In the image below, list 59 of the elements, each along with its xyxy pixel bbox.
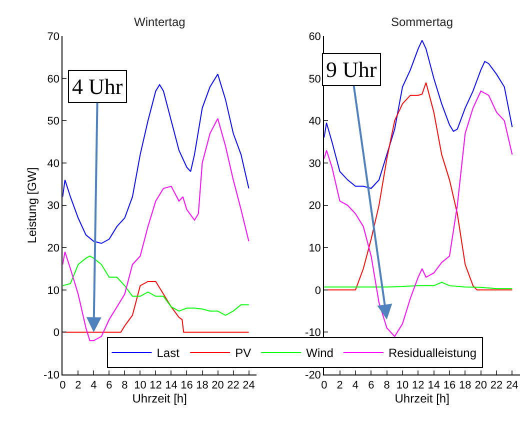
x-tick-label: 4 bbox=[352, 380, 359, 392]
chart-title: Sommertag bbox=[391, 15, 454, 29]
line-series bbox=[324, 282, 513, 290]
x-tick-label: 22 bbox=[490, 380, 503, 392]
x-axis-title: Uhrzeit [h] bbox=[132, 392, 187, 406]
y-tick-label: 70 bbox=[47, 30, 60, 43]
x-tick-label: 10 bbox=[396, 380, 409, 392]
x-tick-label: 12 bbox=[150, 380, 162, 392]
y-tick-label: 40 bbox=[308, 116, 321, 128]
x-tick-label: 16 bbox=[180, 380, 193, 392]
x-tick-label: 18 bbox=[196, 380, 208, 392]
y-tick-label: 60 bbox=[308, 30, 321, 43]
x-tick-label: 24 bbox=[506, 380, 518, 392]
chart-title: Wintertag bbox=[134, 15, 186, 29]
y-tick-label: 30 bbox=[308, 158, 321, 170]
x-tick-label: 22 bbox=[227, 380, 240, 392]
annotation: 4 Uhr bbox=[72, 74, 124, 99]
x-tick-label: 10 bbox=[134, 380, 146, 392]
line-series bbox=[62, 118, 250, 342]
y-tick-label: 0 bbox=[314, 284, 321, 297]
x-tick-label: 8 bbox=[384, 380, 390, 392]
x-tick-label: 18 bbox=[459, 380, 472, 392]
y-tick-label: 50 bbox=[308, 73, 321, 86]
y-tick-label: 0 bbox=[53, 327, 60, 340]
y-tick-label: 10 bbox=[47, 284, 60, 297]
legend-label: PV bbox=[235, 346, 252, 360]
line-series bbox=[62, 256, 250, 316]
x-tick-label: 2 bbox=[75, 380, 82, 392]
x-tick-label: 16 bbox=[443, 380, 456, 392]
y-tick-label: 60 bbox=[47, 73, 60, 86]
y-axis-title: Leistung [GW] bbox=[24, 167, 39, 244]
x-tick-label: 8 bbox=[122, 380, 128, 392]
x-tick-label: 20 bbox=[474, 380, 487, 392]
x-axis-title: Uhrzeit [h] bbox=[394, 392, 450, 406]
line-series bbox=[324, 90, 513, 337]
x-tick-label: 20 bbox=[212, 380, 224, 392]
legend-label: Residualleistung bbox=[388, 346, 477, 360]
y-tick-label: 10 bbox=[308, 242, 321, 254]
y-tick-label: 20 bbox=[47, 242, 60, 254]
y-tick-label: 20 bbox=[308, 200, 321, 212]
x-tick-label: 12 bbox=[412, 380, 424, 392]
y-tick-label: 40 bbox=[47, 158, 60, 170]
y-tick-label: 30 bbox=[47, 200, 60, 212]
x-tick-label: 6 bbox=[106, 380, 112, 392]
y-tick-label: -10 bbox=[305, 327, 321, 340]
legend-label: Last bbox=[156, 346, 180, 360]
x-tick-label: 14 bbox=[428, 380, 440, 392]
legend-label: Wind bbox=[306, 346, 334, 360]
x-tick-label: 2 bbox=[336, 380, 343, 392]
x-tick-label: 4 bbox=[90, 380, 97, 392]
y-tick-label: -20 bbox=[305, 369, 321, 382]
x-tick-label: 6 bbox=[368, 380, 374, 392]
annotation: 9 Uhr bbox=[326, 57, 378, 82]
x-tick-label: 24 bbox=[242, 380, 255, 392]
line-series bbox=[62, 74, 250, 244]
y-tick-label: -10 bbox=[44, 369, 60, 382]
x-tick-label: 14 bbox=[165, 380, 178, 392]
line-series bbox=[324, 40, 513, 189]
y-tick-label: 50 bbox=[47, 116, 60, 128]
